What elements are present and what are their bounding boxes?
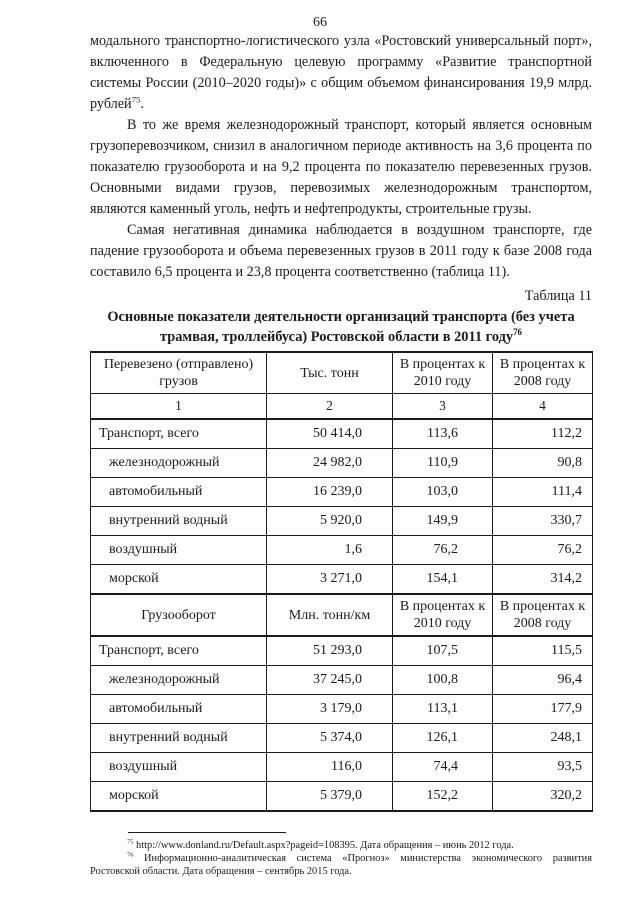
value-cell: 154,1: [392, 564, 493, 595]
paragraph-3: Самая негативная динамика наблюдается в …: [90, 222, 592, 280]
column-numbering-row: 1 2 3 4: [90, 393, 593, 420]
value-cell: 149,9: [392, 506, 493, 536]
row-label-cell: воздушный: [90, 535, 267, 565]
value-cell: 177,9: [492, 694, 593, 724]
table-row: Транспорт, всего 51 293,0 107,5 115,5: [90, 635, 593, 666]
row-label-cell: Транспорт, всего: [90, 418, 267, 449]
table-row: морской 5 379,0 152,2 320,2: [90, 781, 593, 812]
table-row: железнодорожный 24 982,0 110,9 90,8: [90, 448, 593, 478]
value-cell: 113,6: [392, 418, 493, 449]
footnote-76-text: Информационно-аналитическая система «Про…: [90, 853, 592, 877]
paragraph-2: В то же время железнодорожный транспорт,…: [90, 117, 592, 217]
footnote-76-marker: 76: [127, 851, 134, 859]
row-label-cell: железнодорожный: [90, 448, 267, 478]
value-cell: 113,1: [392, 694, 493, 724]
value-cell: 111,4: [492, 477, 593, 507]
value-cell: 320,2: [492, 781, 593, 812]
section1-header-row: Перевезено (отправлено) грузов Тыс. тонн…: [90, 351, 593, 394]
row-label-cell: морской: [90, 564, 267, 595]
value-cell: 126,1: [392, 723, 493, 753]
value-cell: 93,5: [492, 752, 593, 782]
page-number: 66: [313, 15, 327, 30]
table-row: морской 3 271,0 154,1 314,2: [90, 564, 593, 595]
row-label-cell: автомобильный: [90, 694, 267, 724]
value-cell: 5 920,0: [266, 506, 393, 536]
table-title: Основные показатели деятельности организ…: [90, 307, 592, 347]
value-cell: 116,0: [266, 752, 393, 782]
row-label-cell: внутренний водный: [90, 506, 267, 536]
header-cell: Млн. тонн/км: [266, 593, 393, 637]
value-cell: 110,9: [392, 448, 493, 478]
value-cell: 314,2: [492, 564, 593, 595]
footnote-76: 76 Информационно-аналитическая система «…: [90, 852, 592, 878]
table-row: Транспорт, всего 50 414,0 113,6 112,2: [90, 418, 593, 449]
value-cell: 248,1: [492, 723, 593, 753]
value-cell: 112,2: [492, 418, 593, 449]
footnote-block: 75 http://www.donland.ru/Default.aspx?pa…: [90, 832, 592, 878]
header-cell: В процентах к 2008 году: [492, 351, 593, 394]
value-cell: 50 414,0: [266, 418, 393, 449]
value-cell: 103,0: [392, 477, 493, 507]
section2-header-row: Грузооборот Млн. тонн/км В процентах к 2…: [90, 593, 593, 637]
row-label-cell: железнодорожный: [90, 665, 267, 695]
value-cell: 51 293,0: [266, 635, 393, 666]
value-cell: 330,7: [492, 506, 593, 536]
row-label-cell: морской: [90, 781, 267, 812]
paragraph-1-text: модального транспортно-логистического уз…: [90, 33, 592, 112]
table-row: воздушный 1,6 76,2 76,2: [90, 535, 593, 565]
paragraph-1: модального транспортно-логистического уз…: [90, 31, 592, 115]
row-label-cell: внутренний водный: [90, 723, 267, 753]
value-cell: 76,2: [392, 535, 493, 565]
value-cell: 5 379,0: [266, 781, 393, 812]
footnote-ref-76: 76: [513, 327, 522, 338]
table-title-text: Основные показатели деятельности организ…: [107, 309, 575, 345]
value-cell: 1,6: [266, 535, 393, 565]
value-cell: 3 271,0: [266, 564, 393, 595]
footnote-ref-75: 75: [131, 94, 141, 105]
numbering-cell: 3: [392, 393, 493, 420]
footnote-separator: [128, 832, 286, 833]
value-cell: 37 245,0: [266, 665, 393, 695]
row-label-cell: автомобильный: [90, 477, 267, 507]
header-cell: Тыс. тонн: [266, 351, 393, 394]
transport-indicators-table: Перевезено (отправлено) грузов Тыс. тонн…: [90, 351, 593, 812]
numbering-cell: 2: [266, 393, 393, 420]
footnote-75: 75 http://www.donland.ru/Default.aspx?pa…: [90, 839, 592, 852]
value-cell: 107,5: [392, 635, 493, 666]
value-cell: 16 239,0: [266, 477, 393, 507]
row-label-cell: воздушный: [90, 752, 267, 782]
value-cell: 96,4: [492, 665, 593, 695]
table-row: воздушный 116,0 74,4 93,5: [90, 752, 593, 782]
value-cell: 24 982,0: [266, 448, 393, 478]
footnote-75-marker: 75: [127, 838, 134, 846]
value-cell: 90,8: [492, 448, 593, 478]
value-cell: 100,8: [392, 665, 493, 695]
table-row: автомобильный 16 239,0 103,0 111,4: [90, 477, 593, 507]
numbering-cell: 4: [492, 393, 593, 420]
value-cell: 76,2: [492, 535, 593, 565]
row-label-cell: Транспорт, всего: [90, 635, 267, 666]
table-row: внутренний водный 5 920,0 149,9 330,7: [90, 506, 593, 536]
paragraph-1-tail: .: [140, 96, 144, 112]
header-cell: Грузооборот: [90, 593, 267, 637]
page-content: модального транспортно-логистического уз…: [90, 31, 593, 878]
table-row: железнодорожный 37 245,0 100,8 96,4: [90, 665, 593, 695]
value-cell: 5 374,0: [266, 723, 393, 753]
value-cell: 115,5: [492, 635, 593, 666]
value-cell: 74,4: [392, 752, 493, 782]
numbering-cell: 1: [90, 393, 267, 420]
table-row: автомобильный 3 179,0 113,1 177,9: [90, 694, 593, 724]
header-cell: Перевезено (отправлено) грузов: [90, 351, 267, 394]
header-cell: В процентах к 2010 году: [392, 351, 493, 394]
table-label: Таблица 11: [524, 288, 592, 304]
header-cell: В процентах к 2008 году: [492, 593, 593, 637]
header-cell: В процентах к 2010 году: [392, 593, 493, 637]
value-cell: 152,2: [392, 781, 493, 812]
footnote-75-text: http://www.donland.ru/Default.aspx?pagei…: [133, 840, 514, 851]
value-cell: 3 179,0: [266, 694, 393, 724]
table-row: внутренний водный 5 374,0 126,1 248,1: [90, 723, 593, 753]
